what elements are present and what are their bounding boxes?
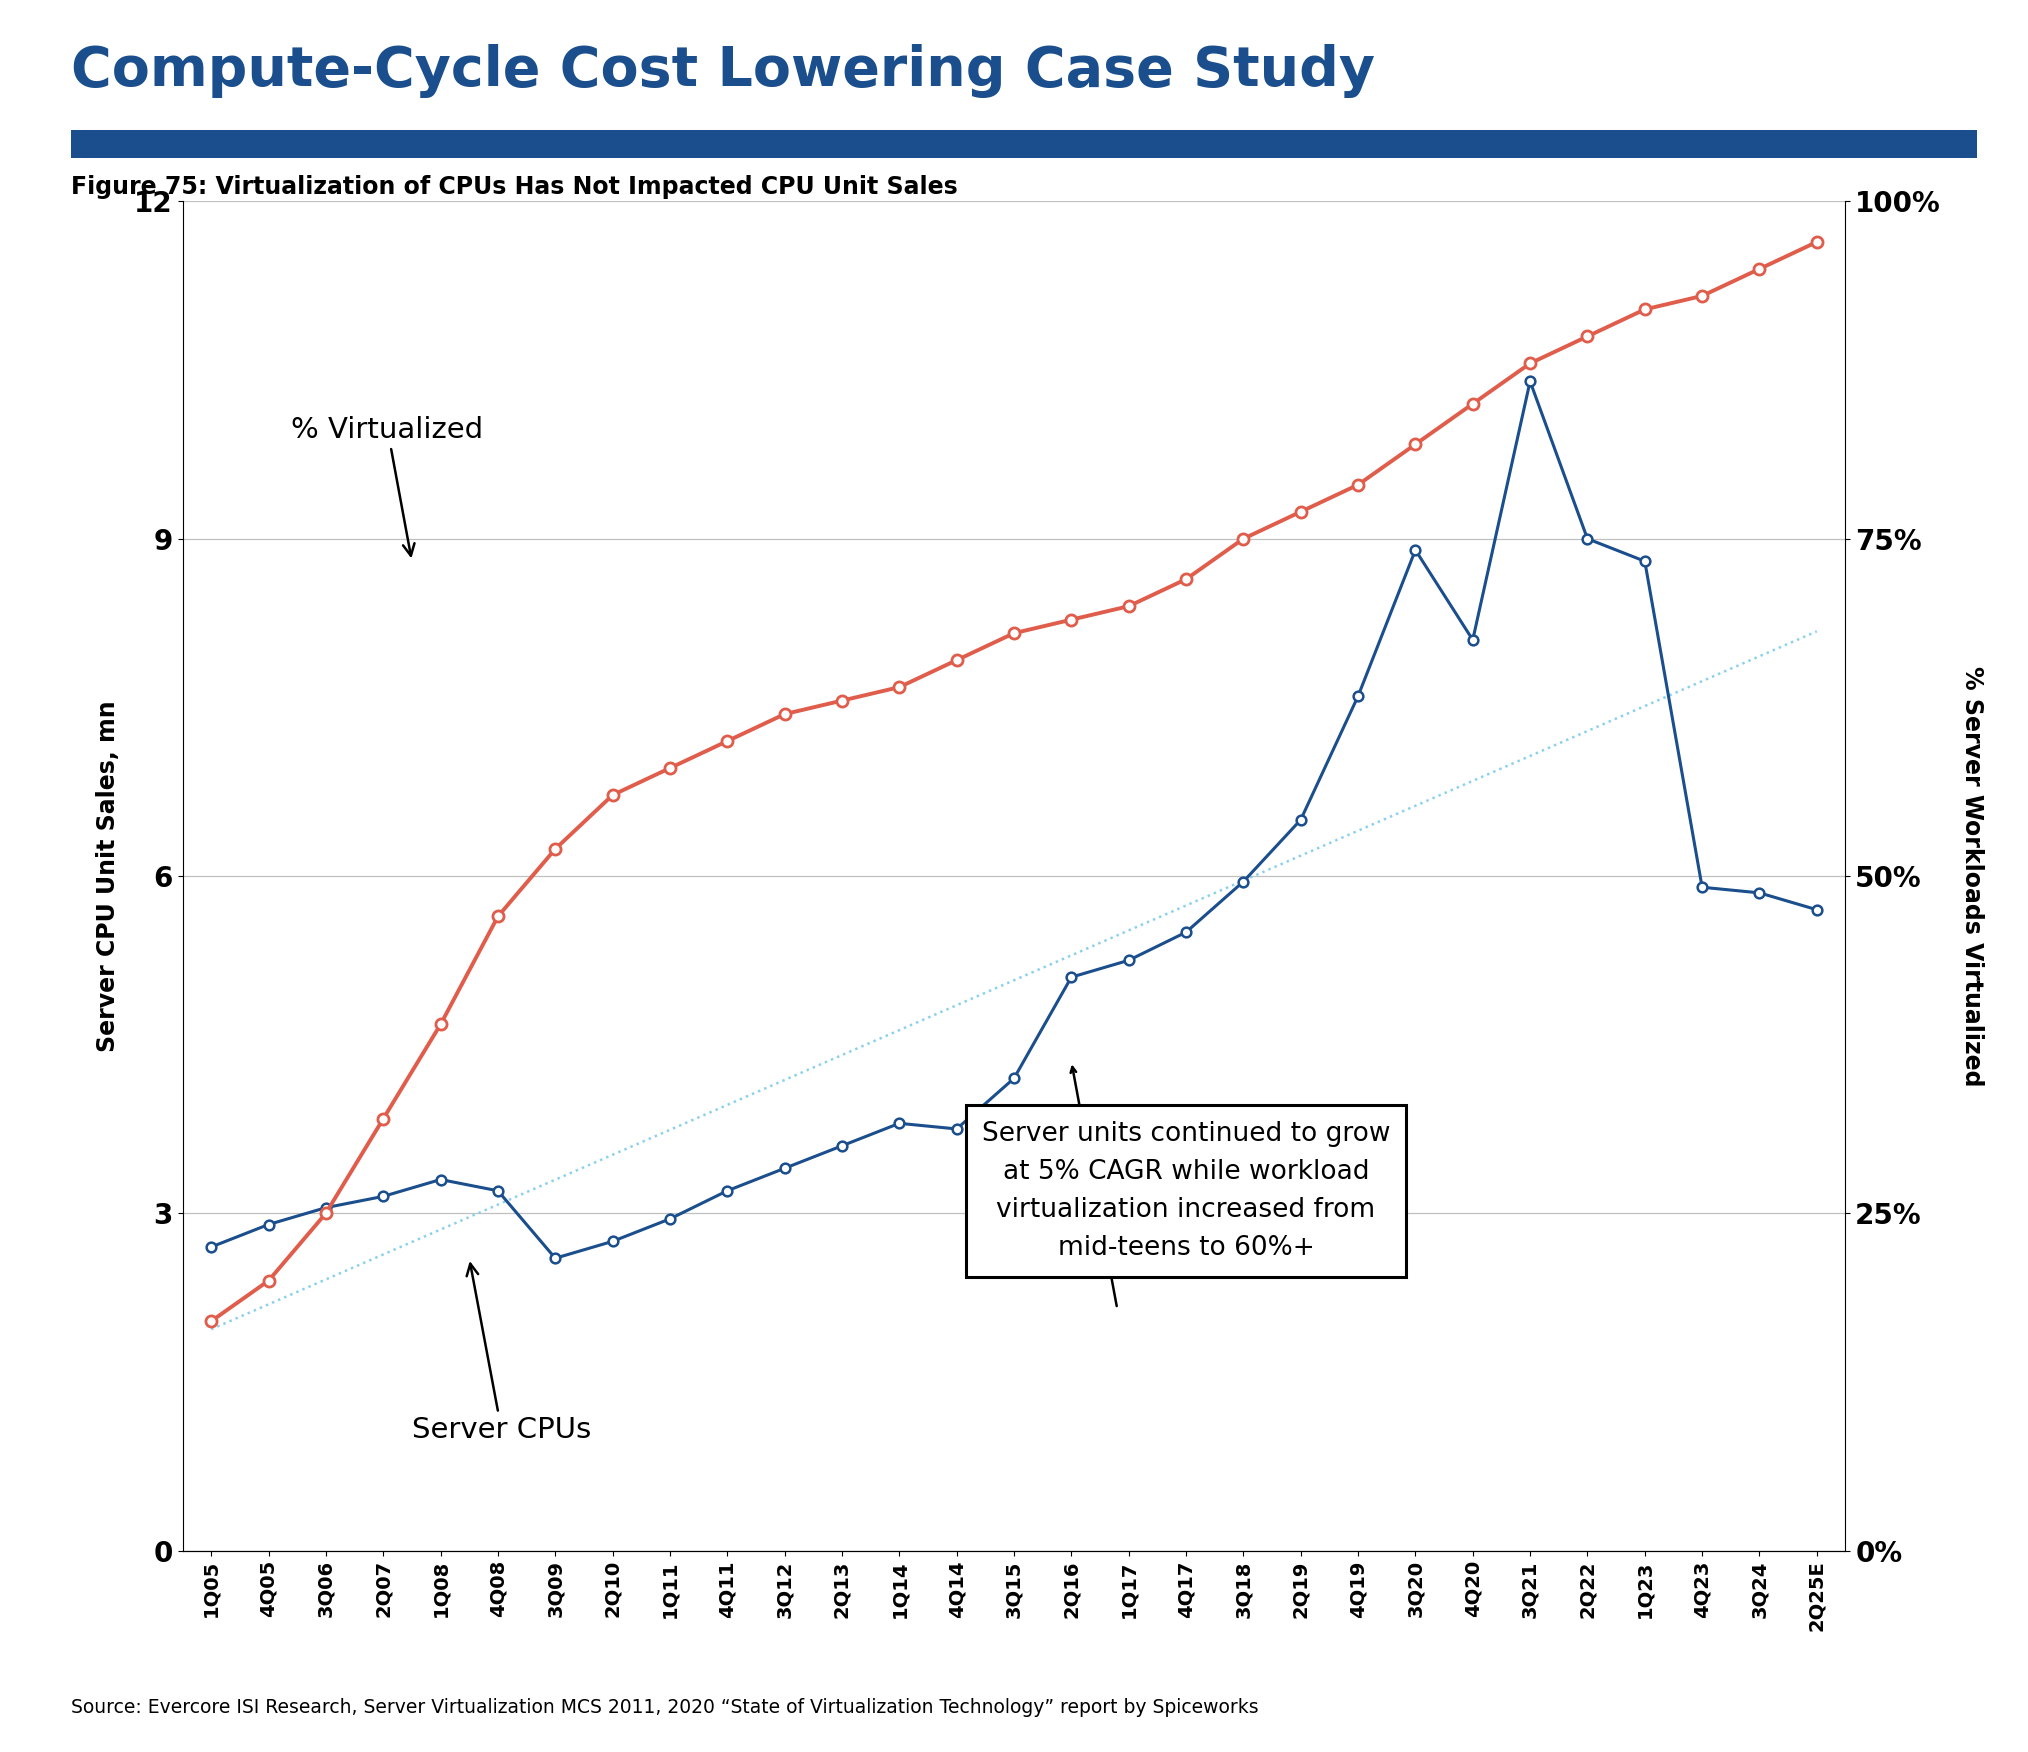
Y-axis label: % Server Workloads Virtualized: % Server Workloads Virtualized bbox=[1961, 666, 1983, 1086]
Text: % Virtualized: % Virtualized bbox=[292, 415, 483, 555]
Text: Server units continued to grow
at 5% CAGR while workload
virtualization increase: Server units continued to grow at 5% CAG… bbox=[982, 1121, 1391, 1261]
Text: Figure 75: Virtualization of CPUs Has Not Impacted CPU Unit Sales: Figure 75: Virtualization of CPUs Has No… bbox=[71, 175, 957, 200]
Text: Compute-Cycle Cost Lowering Case Study: Compute-Cycle Cost Lowering Case Study bbox=[71, 44, 1375, 98]
Y-axis label: Server CPU Unit Sales, mn: Server CPU Unit Sales, mn bbox=[95, 701, 120, 1051]
Text: Source: Evercore ISI Research, Server Virtualization MCS 2011, 2020 “State of Vi: Source: Evercore ISI Research, Server Vi… bbox=[71, 1698, 1259, 1717]
Text: Server CPUs: Server CPUs bbox=[412, 1263, 590, 1444]
